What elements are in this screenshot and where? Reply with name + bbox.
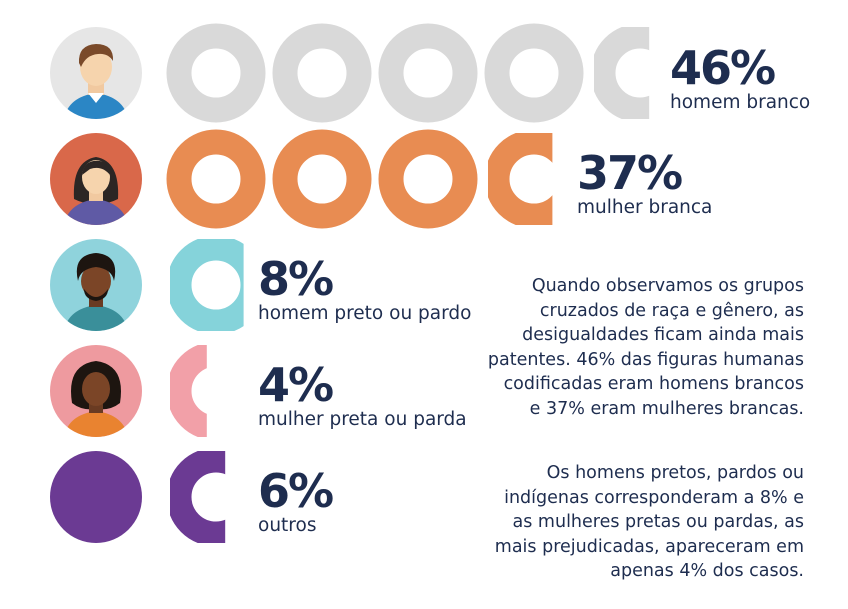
label-homem-preto: homem preto ou pardo [258,303,472,324]
paragraph-line: Quando observamos os grupos [531,276,804,296]
ring-mark [166,23,266,123]
paragraph-line: as mulheres pretas ou pardas, as [512,512,804,532]
label-mulher-branca: mulher branca [577,197,713,218]
partial-ring-mark [488,133,553,225]
paragraph-line: Os homens pretos, pardos ou [546,463,804,483]
others-avatar-icon [50,451,142,543]
paragraph-line: apenas 4% dos casos. [610,561,804,581]
value-outros: 6% [258,464,334,518]
paragraph-line: indígenas corresponderam a 8% e [504,487,804,508]
black-woman-avatar-icon [50,345,142,437]
label-outros: outros [258,515,317,536]
ring-mark [378,129,478,229]
ring-mark [484,23,584,123]
partial-ring-mark [170,345,207,437]
paragraph-line: patentes. 46% das figuras humanas [487,349,804,370]
description-paragraph-2: Os homens pretos, pardos ou indígenas co… [474,461,804,584]
ring-mark [166,129,266,229]
value-mulher-preta: 4% [258,358,334,412]
value-homem-preto: 8% [258,252,334,306]
ring-mark [272,129,372,229]
paragraph-line: mais prejudicadas, apareceram em [494,536,804,557]
value-homem-branco: 46% [670,41,776,95]
white-woman-avatar-icon [50,133,142,225]
value-mulher-branca: 37% [577,146,683,200]
partial-ring-mark [170,451,226,543]
paragraph-line: cruzados de raça e gênero, as [539,300,804,321]
partial-ring-mark [170,239,244,331]
ring-mark [272,23,372,123]
paragraph-line: codificadas eram homens brancos [503,374,804,394]
description-paragraph-1: Quando observamos os grupos cruzados de … [474,274,804,421]
label-homem-branco: homem branco [670,92,811,113]
label-mulher-preta: mulher preta ou parda [258,409,467,430]
black-man-avatar-icon [50,239,142,331]
paragraph-line: e 37% eram mulheres brancas. [529,398,804,419]
paragraph-line: desigualdades ficam ainda mais [522,325,804,345]
ring-mark [378,23,478,123]
white-man-avatar-icon [50,27,142,119]
partial-ring-mark [594,27,650,119]
